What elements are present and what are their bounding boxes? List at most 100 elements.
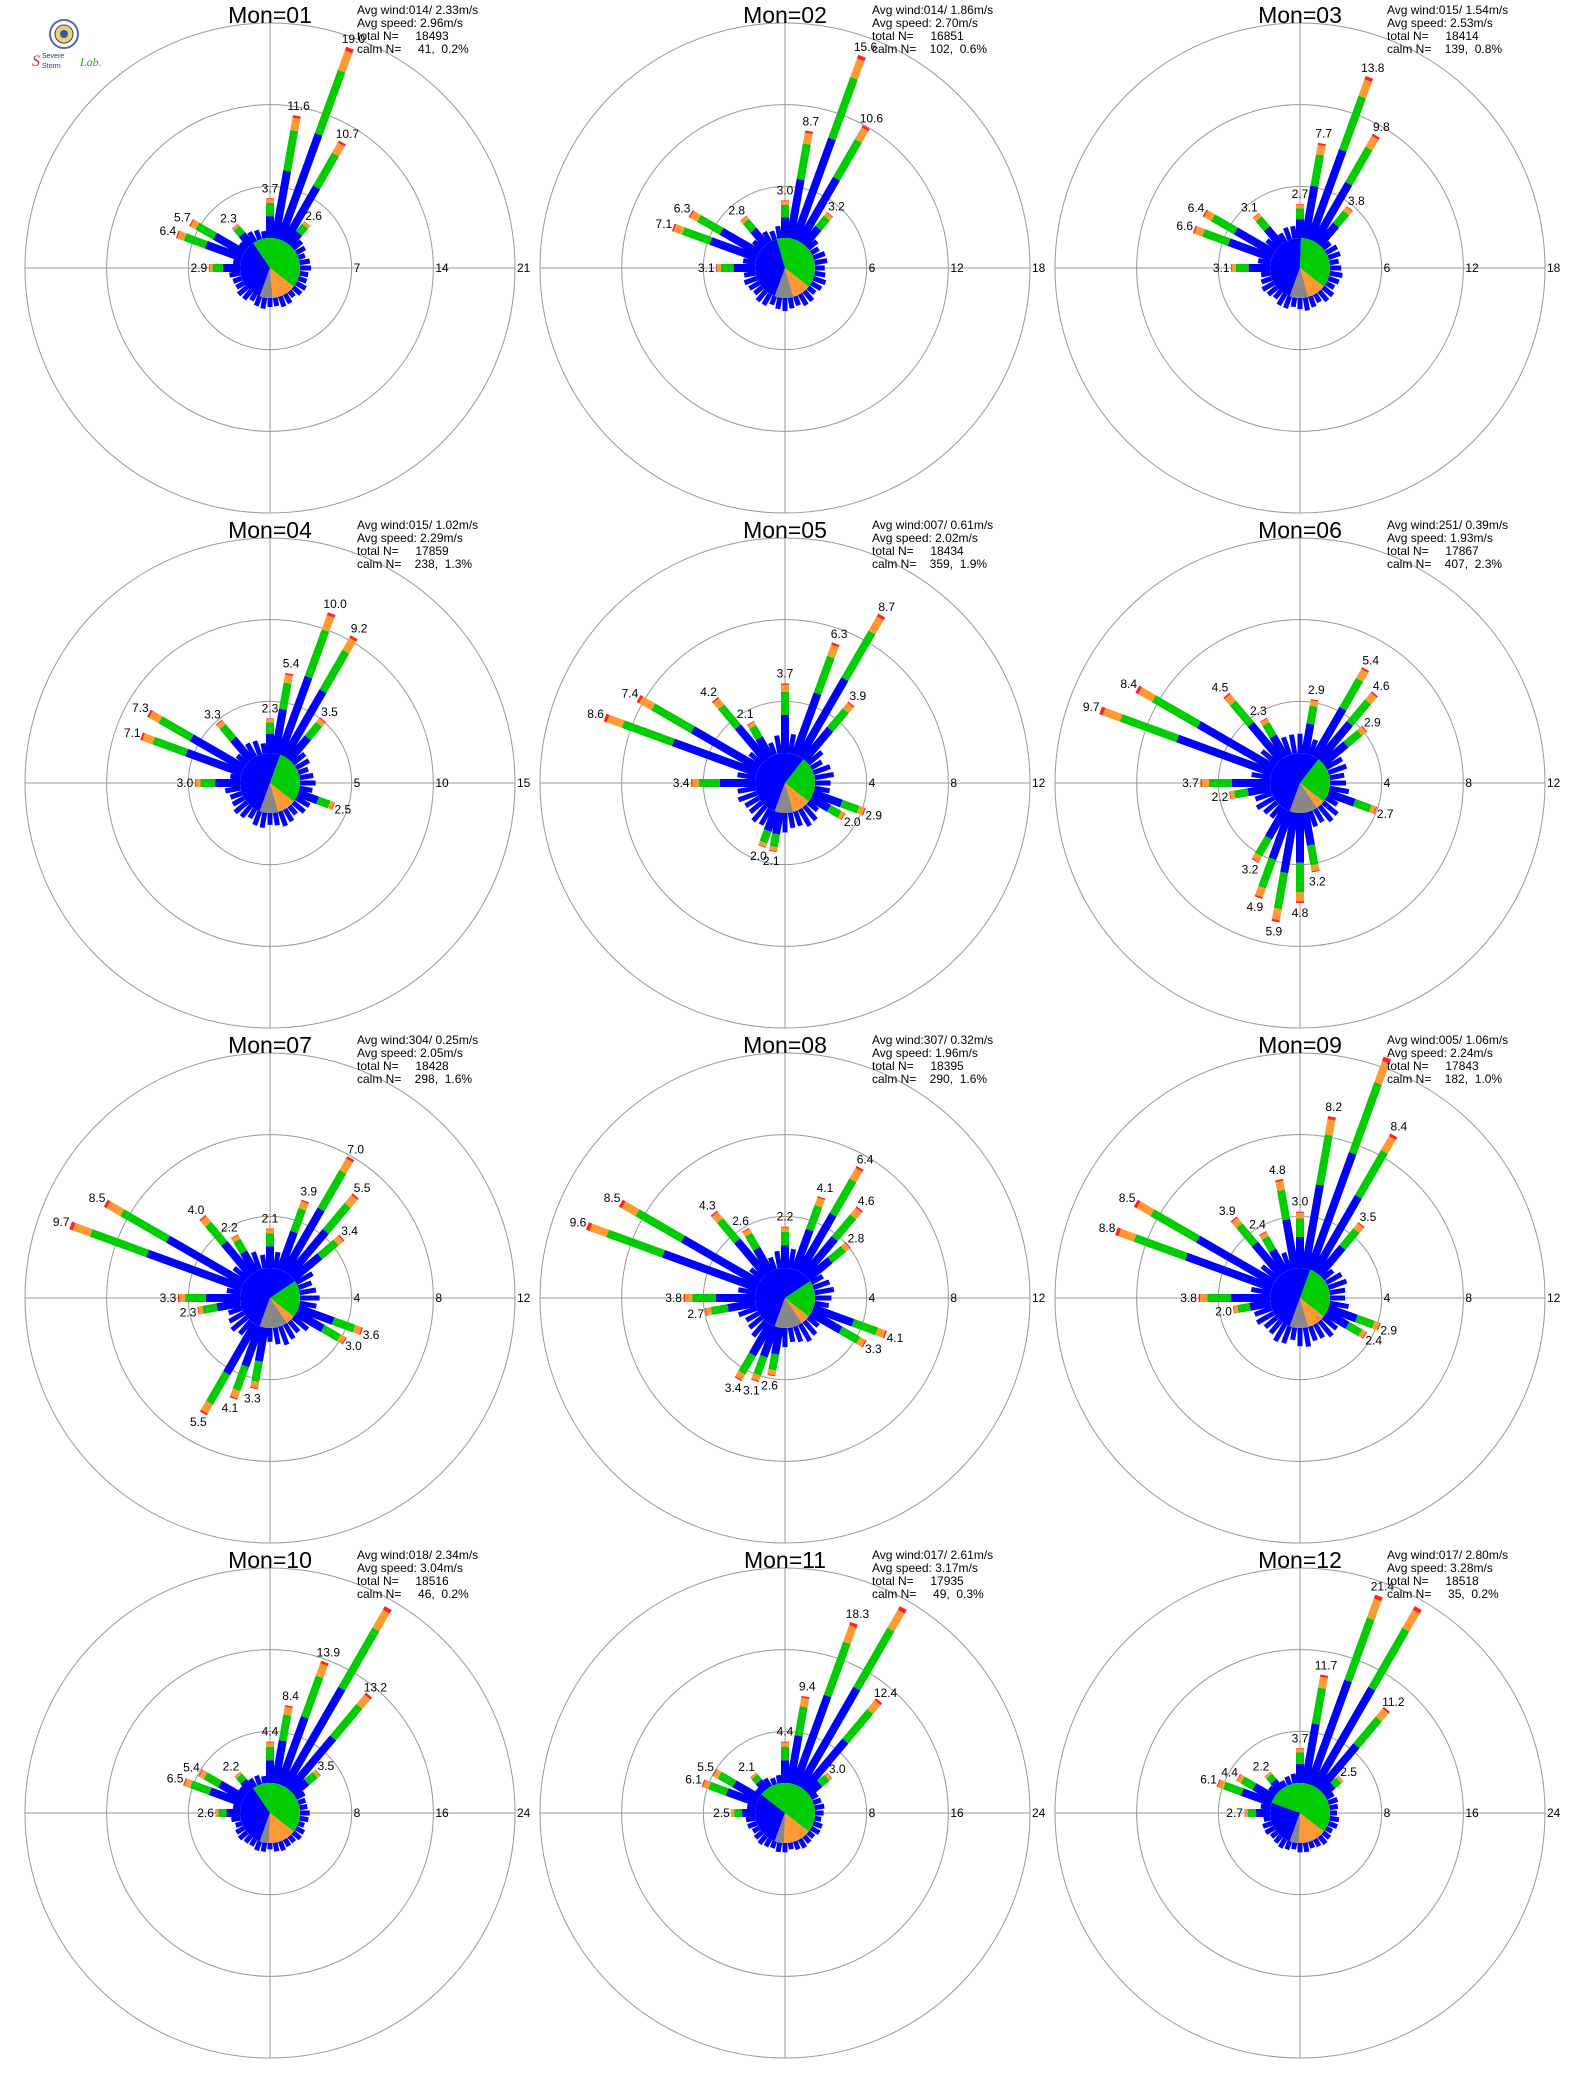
direction-bar [287,804,298,816]
stat-line: Avg wind:007/ 0.61m/s [872,518,994,532]
bar-value-label: 3.1 [698,261,715,275]
calm-pie-slice [774,783,794,813]
direction-bar [253,229,263,241]
calm-pie-slice [259,1298,287,1328]
windrose-panel: 4 8 12 5.4 4.6 2.9 2.9 9.7 8.4 4.5 2.3 3.7 2.2 2.7 4.9… [1045,515,1561,1030]
direction-bar [737,772,756,781]
panel-stats: Avg wind:014/ 2.33m/s Avg speed: 2.96m/s t… [357,4,478,56]
bar-value-label: 6.3 [831,627,848,641]
direction-bar [762,230,773,244]
panel-title: Mon=08 [743,1032,827,1058]
direction-bar [234,1771,243,1779]
bar-value-label: 2.0 [750,849,767,863]
direction-bar [278,1714,292,1742]
bar-value-label: 6.1 [1200,1773,1217,1787]
direction-bar [233,1238,248,1255]
direction-bar [1316,1743,1360,1793]
direction-bar [887,1609,905,1632]
stat-line: calm N= 139, 0.8% [1387,42,1503,56]
direction-bar [1373,1594,1383,1602]
direction-bar [1255,216,1271,232]
direction-bar [603,713,610,723]
direction-bar [198,1769,203,1777]
direction-bar [183,233,208,249]
direction-bar [861,125,870,132]
direction-bar [216,720,226,730]
direction-bar [286,230,303,248]
direction-bar [294,1825,306,1835]
calm-pie-slice [1298,1813,1324,1843]
direction-bar [1196,721,1277,772]
direction-bar [897,1606,907,1614]
ring-label: 8 [1465,1291,1472,1305]
direction-bar [235,1825,246,1835]
logo-text-lab: Lab. [79,55,102,69]
direction-bar [708,1781,729,1796]
ring-label: 6 [869,261,876,275]
direction-bar [787,1842,794,1850]
direction-bar [797,1322,812,1343]
logo-text-top: Severe [42,53,64,60]
ring-label: 16 [435,1806,449,1820]
bar-value-label: 11.7 [1315,1658,1338,1672]
grid-ring [187,700,353,866]
direction-bar [1316,144,1326,156]
direction-bar [797,807,812,828]
direction-bar [855,1206,863,1213]
direction-bar [750,1772,758,1780]
direction-bar [336,1334,346,1345]
direction-bar [189,734,247,772]
direction-bar [1324,244,1339,256]
stat-line: calm N= 298, 1.6% [357,1072,473,1086]
windrose-svg: 4 8 123.97.05.53.42.19.78.54.02.23.32.33.6… [24,1052,531,1544]
direction-bar [341,1337,347,1345]
direction-bar [1307,739,1319,756]
bar-value-label: 3.3 [244,1391,261,1405]
bar-value-label: 2.9 [865,808,882,822]
direction-bar [1310,154,1324,187]
direction-bar [299,270,309,278]
direction-bar [768,1353,780,1371]
direction-bar [238,241,249,251]
direction-bar [806,750,824,766]
direction-bar [1321,1268,1335,1281]
direction-bar [1380,1136,1396,1154]
bar-value-label: 13.8 [1361,61,1385,75]
direction-bar [1260,1803,1271,1811]
direction-bar [1307,1325,1318,1342]
direction-bar [791,692,822,757]
direction-bar [802,1834,812,1844]
direction-bar [235,753,249,766]
direction-bar [294,280,307,291]
direction-bar [742,1228,752,1237]
direction-bar [227,1305,243,1316]
direction-bar [618,1199,626,1209]
direction-bar [1119,714,1180,743]
bar-value-label: 3.0 [177,776,194,790]
direction-bar [769,1777,778,1786]
bar-value-label: 5.5 [697,1760,714,1774]
bar-value-label: 9.7 [1083,700,1100,714]
direction-bar [867,1700,881,1715]
direction-bar [276,133,323,242]
direction-bar [351,1193,359,1201]
stat-line: total N= 17859 [357,544,449,558]
grid-ring [539,1567,1031,2059]
direction-bar [710,1210,718,1217]
direction-bar [254,1840,263,1852]
direction-bar [272,1327,281,1345]
bar-value-label: 4.2 [700,685,717,699]
stat-line: Avg wind:018/ 2.34m/s [357,1548,479,1562]
stat-line: Avg speed: 2.70m/s [872,16,978,30]
calm-pie-slice [774,1813,785,1843]
bar-value-label: 3.7 [1292,1731,1309,1745]
direction-bar [271,170,292,240]
bar-value-label: 3.8 [1180,1291,1197,1305]
direction-bar [253,295,263,307]
direction-bar [215,719,223,726]
direction-bar [758,840,768,848]
stat-line: Avg speed: 2.29m/s [357,531,463,545]
direction-bar [801,225,822,248]
grid-ring [106,619,434,947]
direction-bar [226,1287,241,1296]
